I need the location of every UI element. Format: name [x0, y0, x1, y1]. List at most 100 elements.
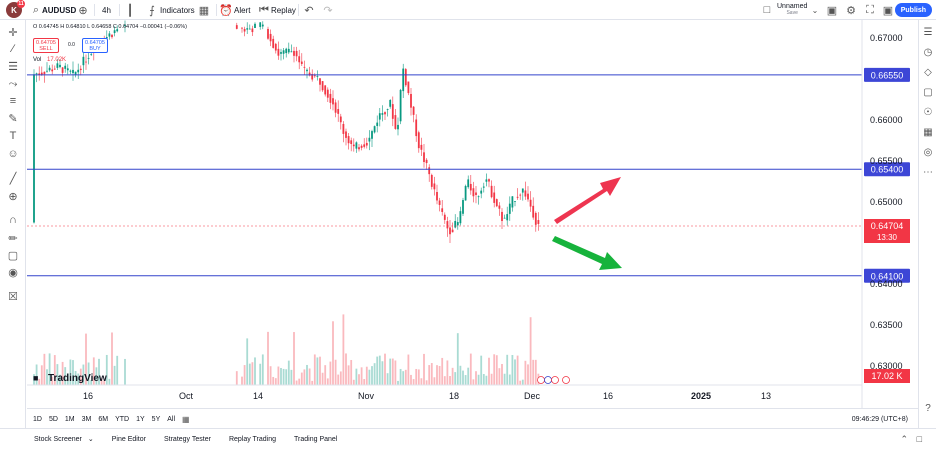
range-button-ytd[interactable]: YTD: [115, 415, 130, 423]
chevron-up-icon[interactable]: ⌃: [900, 433, 908, 444]
utc-clock[interactable]: 09:46:29 (UTC+8): [851, 415, 908, 423]
symbol-search[interactable]: AUDUSD: [42, 5, 77, 15]
volume-bar: [386, 373, 389, 385]
bar-style-icon[interactable]: ┃: [126, 4, 134, 17]
range-button-5d[interactable]: 5D: [48, 415, 58, 423]
lock-drawings-icon[interactable]: ✏: [8, 232, 18, 245]
settings-gear-icon[interactable]: ⚙: [846, 4, 856, 17]
buy-button[interactable]: 0.64705 BUY: [82, 38, 108, 53]
candle-body: [420, 144, 423, 150]
redo-icon[interactable]: ↷: [323, 4, 333, 17]
range-button-5y[interactable]: 5Y: [151, 415, 161, 423]
publish-button[interactable]: Publish: [894, 3, 932, 17]
ruler-icon[interactable]: ╱: [9, 172, 17, 185]
event-markers[interactable]: [537, 376, 570, 384]
alert-clock-icon[interactable]: ⏰: [219, 4, 233, 17]
undo-icon[interactable]: ↶: [304, 4, 314, 17]
layout-grid-icon[interactable]: ▣: [826, 4, 838, 17]
zoom-in-icon[interactable]: ⊕: [8, 190, 18, 203]
brush-icon[interactable]: ✎: [8, 112, 18, 125]
candle-body: [399, 89, 402, 122]
maximize-icon[interactable]: □: [916, 434, 922, 444]
alert-button[interactable]: Alert: [234, 5, 251, 15]
lock-icon[interactable]: ▢: [7, 249, 19, 262]
indicators-button[interactable]: Indicators: [160, 5, 195, 15]
more-dots-icon[interactable]: ⋯: [923, 166, 933, 178]
tab-strategy-tester[interactable]: Strategy Tester: [163, 435, 211, 443]
magnet-icon[interactable]: ∩: [9, 214, 17, 226]
time-tick-label: 16: [603, 391, 613, 401]
event-flag-icon[interactable]: [537, 376, 545, 384]
volume-bar: [90, 379, 93, 385]
tab-pine-editor[interactable]: Pine Editor: [111, 435, 146, 443]
price-axis[interactable]: 0.67000 0.66000 0.65500 0.65000 0.64000 0.635…: [864, 33, 910, 383]
range-button-1y[interactable]: 1Y: [136, 415, 145, 423]
volume-bar: [498, 368, 501, 385]
volume-bar: [441, 357, 444, 385]
calendar-range-icon[interactable]: ▦: [182, 414, 190, 424]
range-button-1m[interactable]: 1M: [64, 415, 75, 423]
event-flag-icon[interactable]: [544, 376, 552, 384]
eye-icon[interactable]: ◉: [8, 266, 18, 279]
range-button-1d[interactable]: 1D: [33, 415, 42, 423]
volume-bar: [293, 332, 295, 385]
spread-value: 0.0: [68, 42, 75, 48]
chevron-down-icon[interactable]: ⌄: [811, 5, 819, 15]
range-button-6m[interactable]: 6M: [98, 415, 109, 423]
candle-body: [506, 214, 509, 221]
volume-bar: [506, 354, 509, 385]
volume-bar: [436, 365, 438, 385]
candle-body: [534, 212, 537, 225]
candle-body: [282, 50, 285, 54]
bearish-arrow[interactable]: [552, 236, 622, 270]
replay-icon[interactable]: ⏮: [259, 3, 269, 16]
tab-stock-screener[interactable]: Stock Screener: [34, 435, 82, 443]
layers-icon[interactable]: ◇: [924, 66, 932, 78]
watchlist-icon[interactable]: ☰: [923, 26, 933, 38]
sell-button[interactable]: 0.64705 SELL: [33, 38, 59, 53]
calendar-icon[interactable]: ▦: [923, 126, 933, 138]
trash-icon[interactable]: ☒: [8, 290, 18, 303]
range-button-all[interactable]: All: [167, 415, 176, 423]
replay-button[interactable]: Replay: [271, 5, 296, 15]
layout-checkbox-icon[interactable]: □: [763, 4, 771, 16]
help-icon[interactable]: ?: [925, 402, 931, 414]
candle-body: [267, 28, 269, 39]
price-chart[interactable]: 0.66550 0.65400 0.64100 0.67000 0.66000 0.65…: [27, 20, 918, 408]
volume-bar: [534, 359, 537, 385]
indicators-icon[interactable]: ⨍: [149, 4, 155, 17]
search-icon[interactable]: ⌕: [32, 3, 40, 16]
alerts-clock-icon[interactable]: ◷: [923, 46, 933, 58]
compare-plus-icon[interactable]: ⊕: [78, 4, 88, 17]
event-flag-icon[interactable]: [562, 376, 570, 384]
crosshair-icon[interactable]: ✛: [8, 26, 18, 39]
text-icon[interactable]: T: [9, 130, 17, 142]
tab-trading-panel[interactable]: Trading Panel: [294, 435, 338, 443]
time-axis[interactable]: 16 Oct 14 Nov 18 Dec 16 2025 13: [83, 391, 771, 401]
candle-body: [501, 211, 503, 222]
candle-body: [287, 48, 290, 53]
templates-icon[interactable]: ▦: [198, 4, 210, 17]
layout-name[interactable]: Unnamed Save: [777, 0, 807, 20]
range-button-3m[interactable]: 3M: [81, 415, 92, 423]
fullscreen-icon[interactable]: ⛶: [866, 3, 874, 16]
volume-bar: [508, 374, 511, 385]
volume-bar: [113, 365, 116, 385]
level-label: 0.64100: [871, 271, 904, 281]
tab-replay-trading[interactable]: Replay Trading: [228, 435, 277, 443]
fib-retracement-icon[interactable]: ☰: [8, 60, 18, 73]
notifications-icon[interactable]: ◎: [923, 146, 933, 158]
pattern-icon[interactable]: ⤳: [8, 77, 18, 90]
price-tick-label: 0.64000: [870, 279, 903, 289]
chevron-down-icon[interactable]: ⌄: [87, 436, 94, 443]
chat-icon[interactable]: ▢: [923, 86, 933, 98]
interval-selector[interactable]: 4h: [102, 5, 111, 15]
ideas-bulb-icon[interactable]: ☉: [923, 106, 933, 118]
emoji-icon[interactable]: ☺: [7, 148, 19, 160]
bullish-arrow[interactable]: [554, 177, 621, 224]
camera-icon[interactable]: ▣: [882, 4, 894, 17]
user-avatar[interactable]: K 11: [6, 0, 25, 18]
event-flag-icon[interactable]: [551, 376, 559, 384]
trend-line-icon[interactable]: ∕: [12, 43, 14, 55]
projection-icon[interactable]: ≡: [9, 95, 17, 107]
